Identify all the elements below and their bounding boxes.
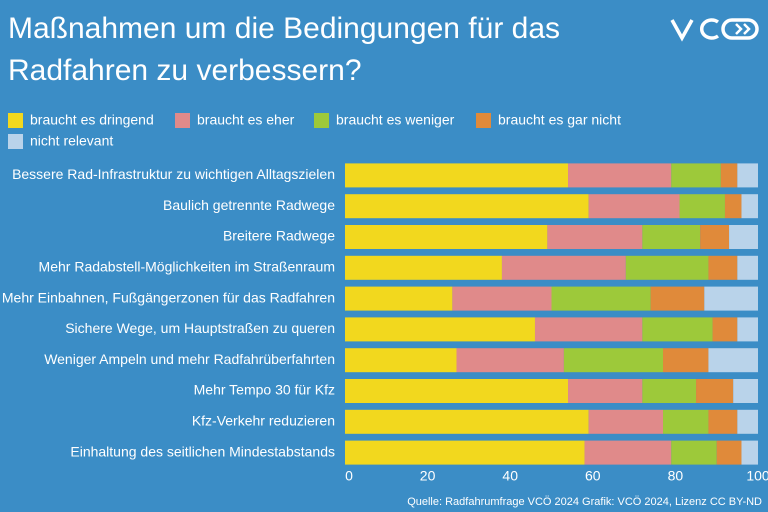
bar-segment bbox=[737, 409, 758, 434]
bar-segment bbox=[345, 379, 569, 403]
x-tick-label: 100 bbox=[746, 468, 768, 484]
bar-segment bbox=[534, 317, 643, 342]
bar-segment bbox=[704, 286, 758, 311]
y-tick-label: Baulich getrennte Radwege bbox=[163, 197, 335, 213]
chart-title: Maßnahmen um die Bedingungen für das Radf… bbox=[8, 12, 560, 87]
legend-label: nicht relevant bbox=[30, 133, 113, 149]
bar-segment bbox=[345, 440, 585, 465]
bar-segment bbox=[588, 409, 664, 434]
bar-segment bbox=[345, 225, 548, 249]
bar-segment bbox=[501, 255, 626, 280]
bar-segment bbox=[696, 379, 734, 403]
bar-segment bbox=[724, 194, 742, 219]
x-tick-label: 40 bbox=[502, 468, 518, 484]
bar-segment bbox=[642, 379, 697, 403]
legend-label: braucht es dringend bbox=[30, 112, 154, 128]
bar-segment bbox=[716, 440, 742, 465]
bar-segment bbox=[737, 163, 758, 188]
x-tick-label: 0 bbox=[345, 468, 353, 484]
legend-swatch bbox=[8, 134, 23, 149]
bar-segment bbox=[700, 225, 730, 249]
bar-segment bbox=[671, 163, 721, 188]
y-tick-label: Breitere Radwege bbox=[223, 228, 335, 244]
logo bbox=[670, 18, 759, 42]
bar-segment bbox=[588, 194, 680, 219]
y-tick-label: Einhaltung des seitlichen Mindestabstand… bbox=[70, 443, 335, 459]
y-tick-label: Weniger Ampeln und mehr Radfahrüberfahrt… bbox=[44, 351, 335, 367]
bar-segment bbox=[551, 286, 651, 311]
bar-segment bbox=[345, 348, 457, 373]
legend-swatch bbox=[8, 113, 23, 128]
bar-segment bbox=[663, 409, 709, 434]
bar-segment bbox=[741, 440, 758, 465]
bar-segment bbox=[741, 194, 758, 219]
bar-segment bbox=[720, 163, 738, 188]
bar-segment bbox=[663, 348, 709, 373]
bar-segment bbox=[671, 440, 717, 465]
x-tick-label: 60 bbox=[585, 468, 601, 484]
bar-segment bbox=[547, 225, 643, 249]
bar-segment bbox=[345, 409, 589, 434]
bar-segment bbox=[568, 379, 643, 403]
bar-segment bbox=[708, 409, 738, 434]
y-tick-label: Bessere Rad-Infrastruktur zu wichtigen A… bbox=[12, 166, 335, 182]
bar-segment bbox=[345, 317, 535, 342]
bar-segment bbox=[737, 317, 758, 342]
legend-swatch bbox=[314, 113, 329, 128]
legend-swatch bbox=[175, 113, 190, 128]
bar-segment bbox=[650, 286, 705, 311]
legend-label: braucht es weniger bbox=[336, 112, 455, 128]
bar-segment bbox=[584, 440, 672, 465]
bar-segment bbox=[642, 225, 701, 249]
bar-segment bbox=[625, 255, 709, 280]
bar-segment bbox=[737, 255, 758, 280]
source: Quelle: Radfahrumfrage VCÖ 2024 Grafik: … bbox=[407, 496, 762, 508]
y-tick-label: Kfz-Verkehr reduzieren bbox=[192, 413, 335, 429]
bar-segment bbox=[712, 317, 738, 342]
bar-segment bbox=[563, 348, 664, 373]
legend-swatch bbox=[476, 113, 491, 128]
bar-segment bbox=[345, 163, 569, 188]
bar-segment bbox=[568, 163, 672, 188]
bar-segment bbox=[733, 379, 758, 403]
y-tick-label: Sichere Wege, um Hauptstraßen zu queren bbox=[65, 320, 335, 336]
bar-segment bbox=[345, 286, 453, 311]
legend-label: braucht es gar nicht bbox=[498, 112, 621, 128]
bar-segment bbox=[456, 348, 564, 373]
bar-segment bbox=[708, 255, 738, 280]
x-tick-label: 20 bbox=[420, 468, 436, 484]
bar-segment bbox=[708, 348, 758, 373]
x-tick-label: 80 bbox=[668, 468, 684, 484]
bar-segment bbox=[729, 225, 758, 249]
bar-segment bbox=[345, 194, 589, 219]
bar-segment bbox=[345, 255, 502, 280]
y-tick-label: Mehr Radabstell-Möglichkeiten im Straßen… bbox=[39, 259, 335, 275]
bar-segment bbox=[452, 286, 552, 311]
bar-segment bbox=[679, 194, 725, 219]
y-tick-label: Mehr Einbahnen, Fußgängerzonen für das R… bbox=[2, 289, 335, 305]
legend-label: braucht es eher bbox=[197, 112, 295, 128]
y-tick-label: Mehr Tempo 30 für Kfz bbox=[194, 382, 335, 398]
bar-segment bbox=[642, 317, 713, 342]
